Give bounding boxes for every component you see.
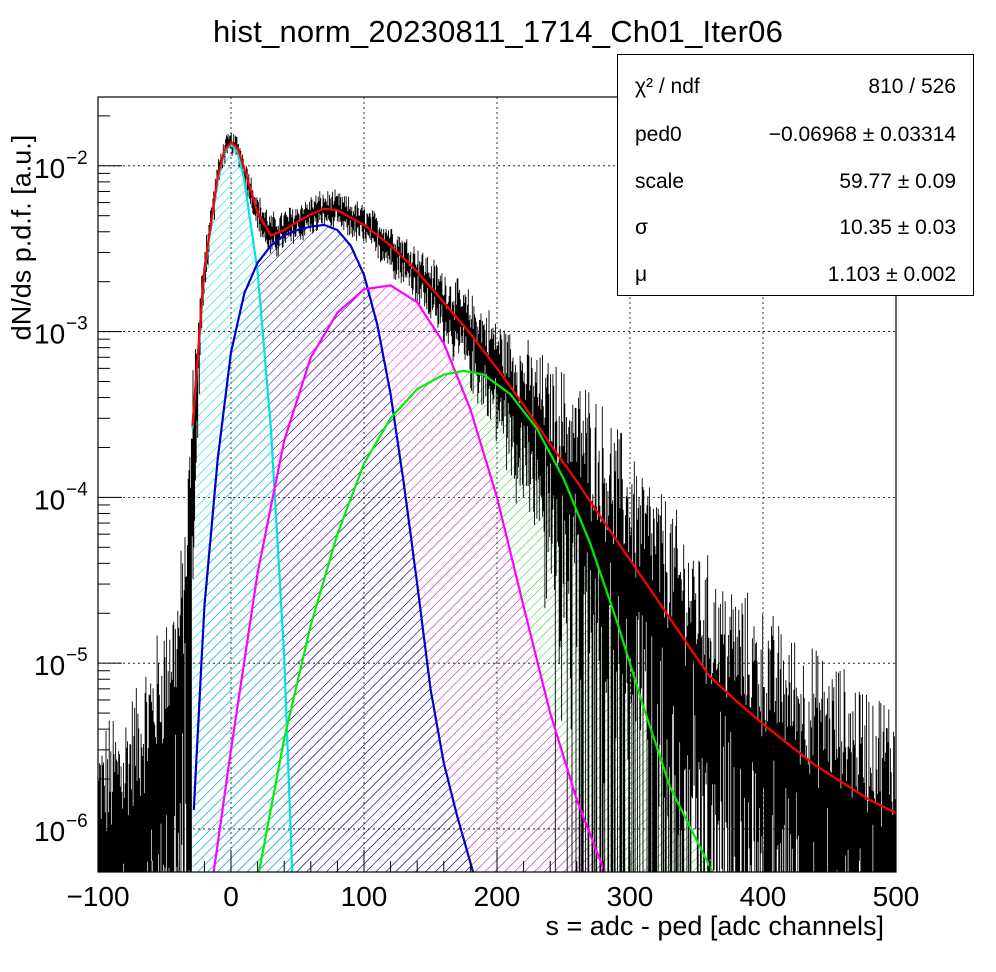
data-error-bars <box>98 132 896 872</box>
x-tick-label: 400 <box>740 881 787 912</box>
x-tick-label: −100 <box>66 881 129 912</box>
stats-value: 1.103 ± 0.002 <box>827 263 956 286</box>
y-tick-label: 10 <box>34 484 65 515</box>
stats-value: 10.35 ± 0.03 <box>839 216 956 239</box>
pe2-curve <box>212 284 606 872</box>
total-fit-curve <box>191 141 896 814</box>
y-tick-label: 10 <box>34 319 65 350</box>
stats-value: −0.06968 ± 0.03314 <box>768 123 956 146</box>
y-tick-exponent: −3 <box>66 314 88 335</box>
fit-stats-box: χ² / ndf 810 / 526 ped0 −0.06968 ± 0.033… <box>617 54 974 296</box>
y-tick-exponent: −4 <box>66 479 88 500</box>
y-tick-exponent: −6 <box>66 811 88 832</box>
y-tick-exponent: −2 <box>66 148 88 169</box>
stats-row-sigma: σ 10.35 ± 0.03 <box>618 210 973 250</box>
stats-row-chi2: χ² / ndf 810 / 526 <box>618 69 973 109</box>
stats-row-scale: scale 59.77 ± 0.09 <box>618 164 973 204</box>
stats-key: ped0 <box>635 123 682 146</box>
pe1-curve <box>192 223 475 872</box>
component-curves <box>191 141 896 872</box>
x-tick-label: 100 <box>341 881 388 912</box>
pe3-curve <box>257 369 714 872</box>
x-axis-label: s = adc - ped [adc channels] <box>545 911 884 941</box>
stats-key: χ² / ndf <box>635 75 700 98</box>
x-tick-label: 0 <box>223 881 239 912</box>
stats-key: μ <box>635 263 648 286</box>
stats-key: scale <box>635 170 685 193</box>
data-histogram <box>98 132 896 872</box>
y-tick-label: 10 <box>34 650 65 681</box>
pedestal-fill <box>192 144 293 872</box>
y-tick-exponent: −5 <box>66 645 88 666</box>
stats-row-ped0: ped0 −0.06968 ± 0.03314 <box>618 117 973 157</box>
stats-value: 59.77 ± 0.09 <box>839 170 956 193</box>
stats-value: 810 / 526 <box>868 75 956 98</box>
stats-row-mu: μ 1.103 ± 0.002 <box>618 257 973 297</box>
chart-title: hist_norm_20230811_1714_Ch01_Iter06 <box>212 14 784 49</box>
y-tick-label: 10 <box>34 153 65 184</box>
y-axis-label: dN/ds p.d.f. [a.u.] <box>6 134 37 341</box>
stats-key: σ <box>635 216 648 239</box>
y-tick-label: 10 <box>34 816 65 847</box>
x-tick-label: 200 <box>474 881 521 912</box>
x-tick-label: 500 <box>873 881 920 912</box>
x-tick-label: 300 <box>607 881 654 912</box>
